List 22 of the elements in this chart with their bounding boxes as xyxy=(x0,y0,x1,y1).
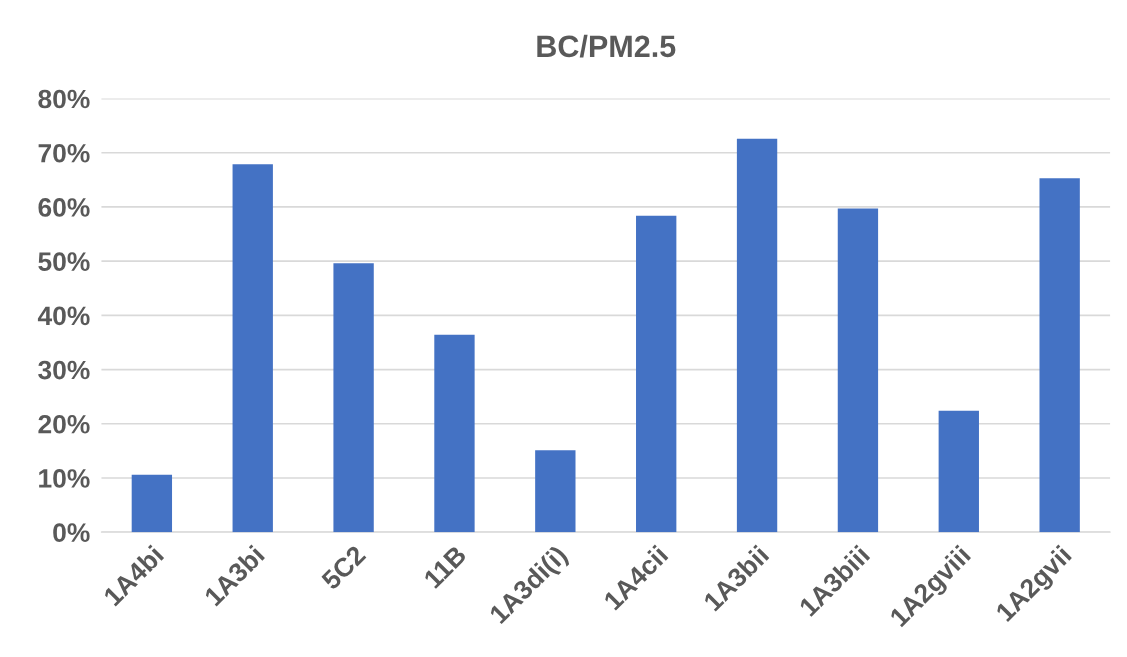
y-tick-label: 10% xyxy=(39,469,90,488)
x-tick-label: 11B xyxy=(423,544,468,589)
y-tick-label: 20% xyxy=(38,414,90,434)
bar xyxy=(1039,178,1080,533)
x-tick-label: 5C2 xyxy=(320,544,367,591)
y-tick-label: 50% xyxy=(38,252,90,271)
bar xyxy=(636,215,677,533)
y-tick-label: 80% xyxy=(38,89,90,109)
y-tick-label: 30% xyxy=(38,360,90,380)
bar xyxy=(232,164,273,533)
bar xyxy=(938,410,979,533)
bar xyxy=(131,474,173,533)
y-tick-label: 70% xyxy=(38,143,90,163)
bar xyxy=(434,334,475,533)
bar xyxy=(837,208,879,533)
bar xyxy=(736,138,778,533)
y-tick-label: 40% xyxy=(37,306,90,326)
bar xyxy=(333,263,374,533)
y-tick-label: 60% xyxy=(38,198,90,217)
chart-title: BC/PM2.5 xyxy=(537,34,676,58)
bar xyxy=(535,450,576,533)
y-tick-label: 0% xyxy=(53,523,90,542)
